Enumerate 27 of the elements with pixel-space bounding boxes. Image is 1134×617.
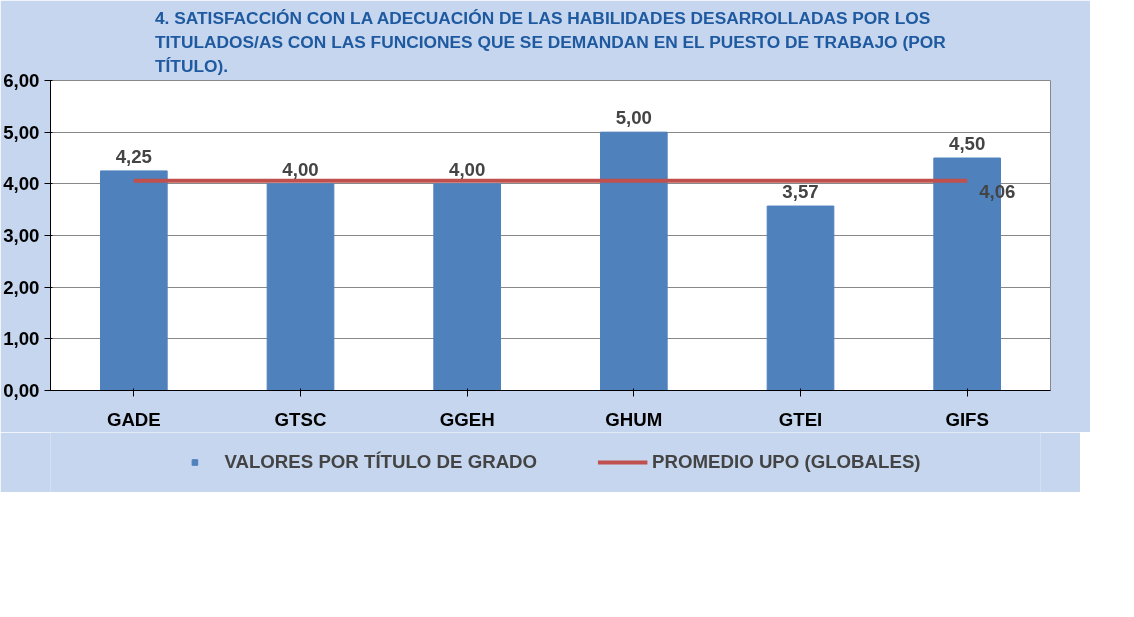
x-tick-label: GHUM	[605, 408, 663, 430]
bar	[766, 205, 835, 391]
bar	[266, 183, 335, 391]
y-tick-label: 2,00	[3, 276, 40, 298]
legend-label: VALORES POR TÍTULO DE GRADO	[224, 451, 538, 473]
data-label: 4,25	[115, 145, 152, 167]
data-label: 4,00	[282, 158, 319, 180]
data-label: 4,00	[449, 158, 486, 180]
data-label: 3,57	[782, 181, 819, 203]
x-tick-label: GTSC	[274, 408, 327, 430]
x-tick-label: GADE	[106, 408, 161, 430]
x-tick-label: GIFS	[945, 408, 989, 430]
y-tick-label: 6,00	[3, 70, 40, 91]
chart-title: 4. SATISFACCIÓN CON LA ADECUACIÓN DE LAS HABILIDADES DESARROLLADAS POR LOS TITULADOS/AS CON LAS FUNCIONES QUE SE DEMANDAN EN EL PUESTO DE TRABAJO (POR TÍTULO).	[154, 7, 947, 76]
legend-label: PROMEDIO UPO (GLOBALES)	[652, 451, 921, 473]
x-tick-label: GTEI	[778, 408, 823, 430]
y-tick-label: 3,00	[3, 225, 40, 246]
data-label: 5,00	[615, 107, 652, 129]
y-tick-label: 4,00	[3, 173, 40, 195]
bar	[100, 170, 168, 391]
x-tick-label: GGEH	[439, 408, 495, 430]
bar	[433, 183, 501, 391]
y-tick-label: 0,00	[3, 380, 40, 401]
bar	[600, 131, 668, 391]
y-tick-label: 5,00	[3, 121, 40, 143]
y-tick-label: 1,00	[3, 328, 40, 350]
data-label: 4,50	[949, 133, 986, 154]
